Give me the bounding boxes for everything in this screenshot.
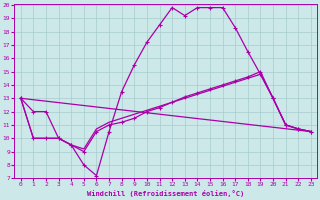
X-axis label: Windchill (Refroidissement éolien,°C): Windchill (Refroidissement éolien,°C) <box>87 190 244 197</box>
